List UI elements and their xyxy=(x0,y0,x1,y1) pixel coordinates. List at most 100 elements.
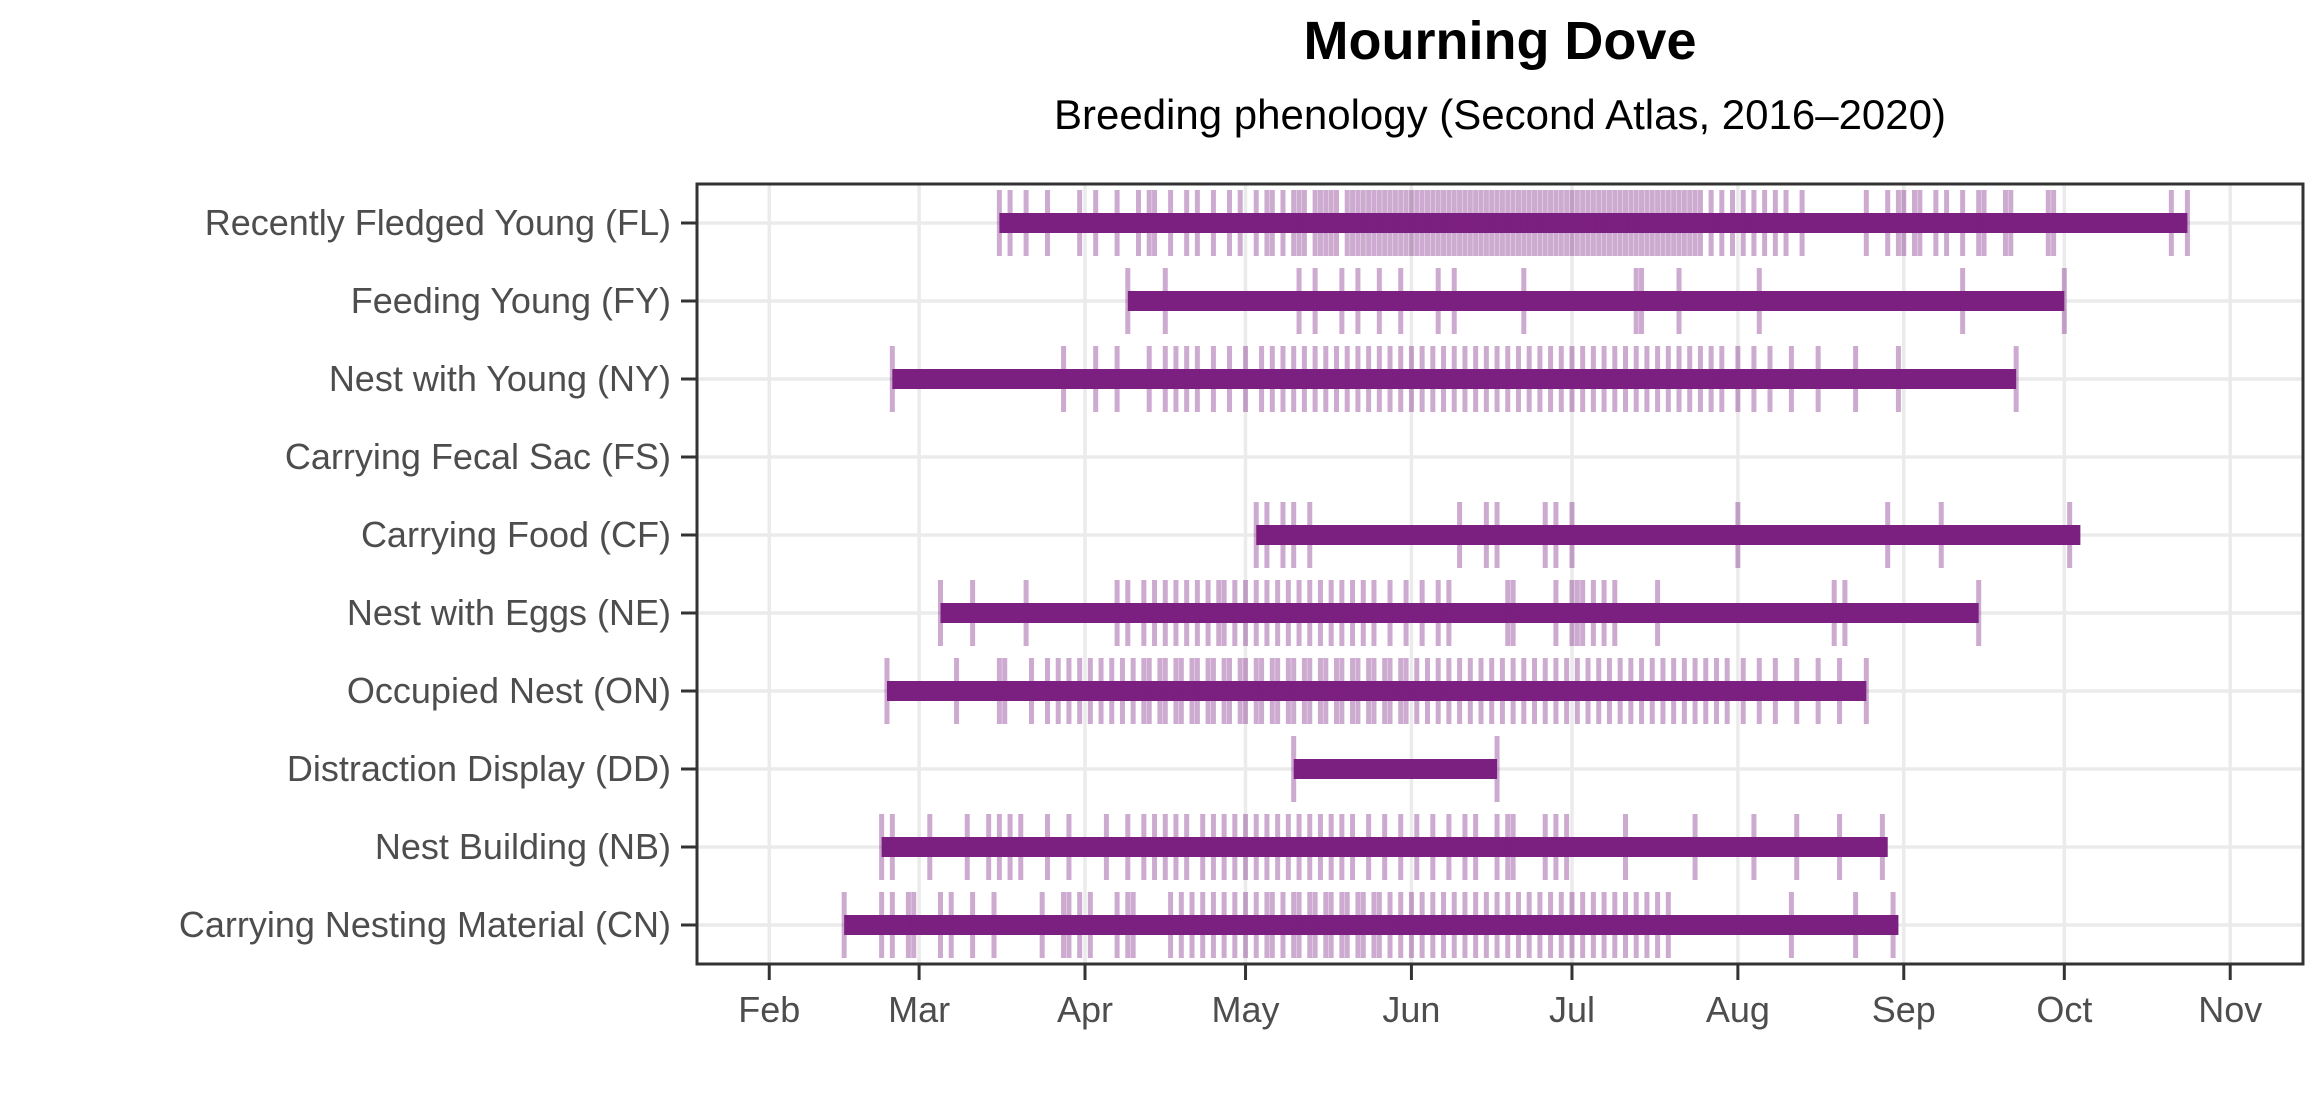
rug-tick-ne xyxy=(1446,580,1452,646)
rug-tick-fy xyxy=(1521,268,1527,334)
rug-tick-on xyxy=(1189,658,1195,724)
rug-tick-on xyxy=(1424,658,1430,724)
rug-tick-fy xyxy=(1398,268,1404,334)
range-bar-on xyxy=(886,681,1867,701)
rug-tick-nb xyxy=(964,814,970,880)
rug-tick-ny xyxy=(1526,346,1532,412)
rug-tick-cn xyxy=(991,892,997,958)
rug-tick-nb xyxy=(1382,814,1388,880)
rug-tick-ny xyxy=(1676,346,1682,412)
rug-tick-fl xyxy=(1606,190,1612,256)
rug-tick-fl xyxy=(1441,190,1447,256)
rug-tick-fy xyxy=(2061,268,2067,334)
range-bar-cn xyxy=(844,915,1899,935)
rug-tick-cn xyxy=(1408,892,1414,958)
rug-tick-cf xyxy=(1483,502,1489,568)
x-axis-label-jun: Jun xyxy=(1382,989,1440,1030)
rug-tick-ny xyxy=(1061,346,1067,412)
rug-tick-fl xyxy=(1344,190,1350,256)
rug-tick-fl xyxy=(1296,190,1302,256)
range-bar-cf xyxy=(1256,525,2081,545)
x-axis-label-mar: Mar xyxy=(888,989,950,1030)
rug-tick-cn xyxy=(937,892,943,958)
rug-tick-fy xyxy=(1339,268,1345,334)
rug-tick-on xyxy=(1435,658,1441,724)
rug-tick-on xyxy=(1794,658,1800,724)
rug-tick-on xyxy=(1237,658,1243,724)
rug-tick-ne xyxy=(1601,580,1607,646)
rug-tick-on xyxy=(1756,658,1762,724)
rug-tick-cn xyxy=(1061,892,1067,958)
rug-tick-on xyxy=(1617,658,1623,724)
rug-tick-fl xyxy=(1499,190,1505,256)
rug-tick-ny xyxy=(1334,346,1340,412)
rug-tick-fy xyxy=(1633,268,1639,334)
rug-tick-cn xyxy=(1125,892,1131,958)
range-bar-fy xyxy=(1127,291,2065,311)
rug-tick-nb xyxy=(1794,814,1800,880)
rug-tick-ny xyxy=(889,346,895,412)
rug-tick-fl xyxy=(1392,190,1398,256)
rug-tick-ny xyxy=(1633,346,1639,412)
rug-tick-fy xyxy=(1312,268,1318,334)
rug-tick-cn xyxy=(1077,892,1083,958)
rug-tick-on xyxy=(1291,658,1297,724)
rug-tick-on xyxy=(1226,658,1232,724)
rug-tick-ne xyxy=(1612,580,1618,646)
rug-tick-ne xyxy=(1505,580,1511,646)
rug-tick-nb xyxy=(1564,814,1570,880)
rug-tick-cn xyxy=(1066,892,1072,958)
rug-tick-fl xyxy=(1548,190,1554,256)
rug-tick-cn xyxy=(879,892,885,958)
rug-tick-cn xyxy=(1178,892,1184,958)
rug-tick-cn xyxy=(1590,892,1596,958)
rug-tick-ne xyxy=(1403,580,1409,646)
rug-tick-cn xyxy=(1189,892,1195,958)
rug-tick-fl xyxy=(1580,190,1586,256)
rug-tick-on xyxy=(1606,658,1612,724)
rug-tick-cn xyxy=(1612,892,1618,958)
rug-tick-fl xyxy=(1446,190,1452,256)
rug-tick-fl xyxy=(1045,190,1051,256)
rug-tick-cn xyxy=(1558,892,1564,958)
rug-tick-fy xyxy=(1296,268,1302,334)
rug-tick-nb xyxy=(1553,814,1559,880)
rug-tick-cn xyxy=(1548,892,1554,958)
rug-tick-on xyxy=(1457,658,1463,724)
rug-tick-fl xyxy=(1253,190,1259,256)
rug-tick-fl xyxy=(1612,190,1618,256)
rug-tick-nb xyxy=(1152,814,1158,880)
rug-tick-fy xyxy=(1376,268,1382,334)
rug-tick-fl xyxy=(1494,190,1500,256)
rug-tick-fl xyxy=(1136,190,1142,256)
rug-tick-cn xyxy=(1462,892,1468,958)
rug-tick-ny xyxy=(1376,346,1382,412)
panel-background xyxy=(697,184,2303,964)
rug-tick-fl xyxy=(1489,190,1495,256)
rug-tick-ne xyxy=(1569,580,1575,646)
rug-tick-nb xyxy=(1173,814,1179,880)
rug-tick-cn xyxy=(1580,892,1586,958)
rug-tick-ne xyxy=(1976,580,1982,646)
rug-tick-fl xyxy=(1628,190,1634,256)
rug-tick-fl xyxy=(1280,190,1286,256)
rug-tick-on xyxy=(1339,658,1345,724)
rug-tick-on xyxy=(1221,658,1227,724)
rug-tick-dd xyxy=(1494,736,1500,802)
rug-tick-fl xyxy=(1093,190,1099,256)
panel-border xyxy=(695,182,2305,966)
rug-tick-fl xyxy=(1360,190,1366,256)
rug-tick-ny xyxy=(1853,346,1859,412)
rug-tick-ny xyxy=(1644,346,1650,412)
rug-tick-on xyxy=(1307,658,1313,724)
rug-tick-ny xyxy=(1735,346,1741,412)
rug-tick-on xyxy=(1414,658,1420,724)
rug-tick-cf xyxy=(1569,502,1575,568)
rug-tick-fy xyxy=(1355,268,1361,334)
rug-tick-on xyxy=(1210,658,1216,724)
rug-tick-nb xyxy=(1446,814,1452,880)
rug-tick-fl xyxy=(1451,190,1457,256)
rug-tick-ny xyxy=(1146,346,1152,412)
rug-tick-cn xyxy=(1210,892,1216,958)
rug-tick-cf xyxy=(1735,502,1741,568)
